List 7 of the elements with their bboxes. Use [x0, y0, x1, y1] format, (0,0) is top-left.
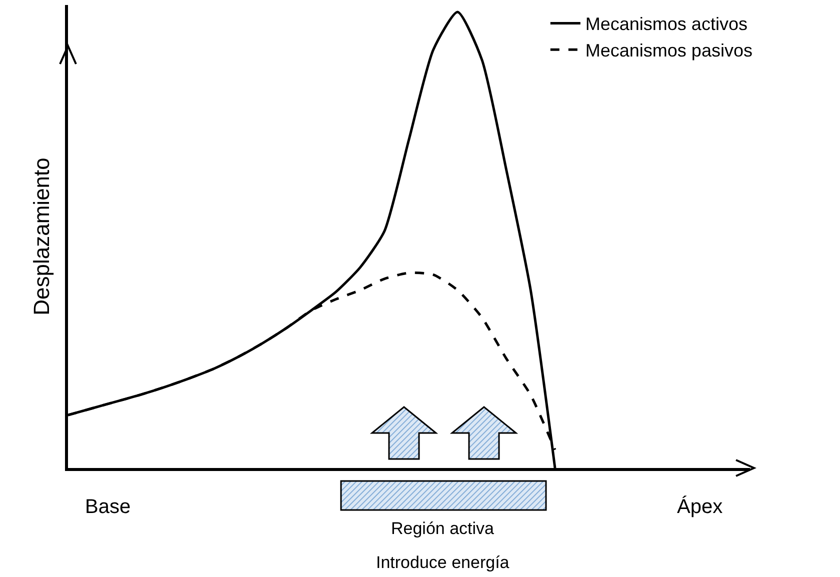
- text: Ápex: [677, 495, 723, 518]
- text: Introduce energía: [376, 553, 510, 572]
- text: Región activa: [391, 519, 495, 538]
- legend-label: Mecanismos activos: [585, 14, 748, 34]
- legend-label: Mecanismos pasivos: [585, 40, 752, 61]
- y-axis-title: Desplazamiento: [29, 158, 54, 316]
- text: Base: [85, 496, 131, 518]
